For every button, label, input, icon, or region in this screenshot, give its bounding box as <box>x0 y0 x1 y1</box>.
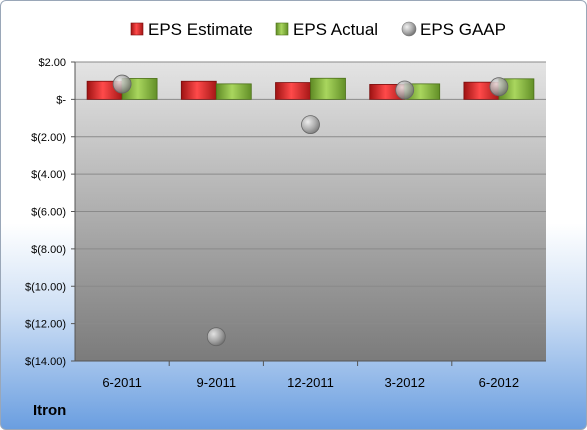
y-tick-label: $(4.00) <box>31 169 66 181</box>
eps-estimate-bar <box>275 82 311 100</box>
eps-gaap-marker <box>395 80 415 100</box>
eps-gaap-marker <box>206 327 226 347</box>
y-tick-label: $- <box>56 94 66 106</box>
eps-actual-bar <box>310 77 346 100</box>
x-tick-label: 9-2011 <box>197 375 237 390</box>
legend-eps-estimate-swatch <box>130 22 144 36</box>
legend-eps-gaap-label: EPS GAAP <box>420 20 506 39</box>
eps-gaap-marker <box>301 115 320 135</box>
y-axis: $2.00 $- $(2.00) $(4.00) $(6.00) $(8.00) $(10.… <box>25 57 76 368</box>
y-tick-label: $(12.00) <box>25 319 66 331</box>
eps-gaap-marker <box>489 77 509 97</box>
marker-series <box>112 74 509 347</box>
legend-eps-actual-swatch <box>275 22 289 36</box>
y-tick-label: $(14.00) <box>25 356 66 368</box>
y-tick-label: $(8.00) <box>31 244 66 256</box>
legend-eps-actual-label: EPS Actual <box>293 20 378 39</box>
y-tick-label: $(10.00) <box>25 281 66 293</box>
y-tick-label: $(6.00) <box>31 207 66 219</box>
y-tick-label: $2.00 <box>38 57 66 69</box>
legend: EPS Estimate EPS Actual EPS GAAP <box>130 20 506 39</box>
eps-gaap-marker <box>112 74 132 94</box>
x-tick-label: 3-2012 <box>384 375 424 390</box>
company-label: Itron <box>33 402 67 419</box>
legend-eps-estimate-label: EPS Estimate <box>148 20 253 39</box>
y-tick-label: $(2.00) <box>31 132 66 144</box>
eps-actual-bar <box>215 83 252 100</box>
x-axis: 6-2011 9-2011 12-2011 3-2012 6-2012 <box>75 360 546 390</box>
legend-eps-gaap-swatch <box>401 21 417 37</box>
x-tick-label: 12-2011 <box>287 375 334 390</box>
x-tick-label: 6-2012 <box>479 375 519 390</box>
eps-estimate-bar <box>180 80 217 100</box>
x-tick-label: 6-2011 <box>102 375 142 390</box>
